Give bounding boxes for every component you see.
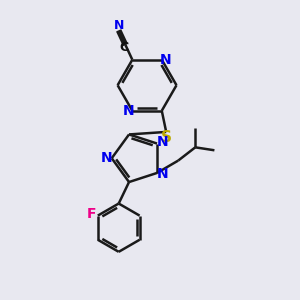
Text: N: N bbox=[123, 104, 135, 118]
Text: N: N bbox=[100, 151, 112, 165]
Text: N: N bbox=[113, 20, 124, 32]
Text: N: N bbox=[157, 135, 168, 149]
Text: S: S bbox=[161, 130, 172, 145]
Text: N: N bbox=[160, 53, 171, 67]
Text: F: F bbox=[87, 207, 96, 221]
Text: N: N bbox=[157, 167, 168, 182]
Text: C: C bbox=[119, 41, 129, 54]
